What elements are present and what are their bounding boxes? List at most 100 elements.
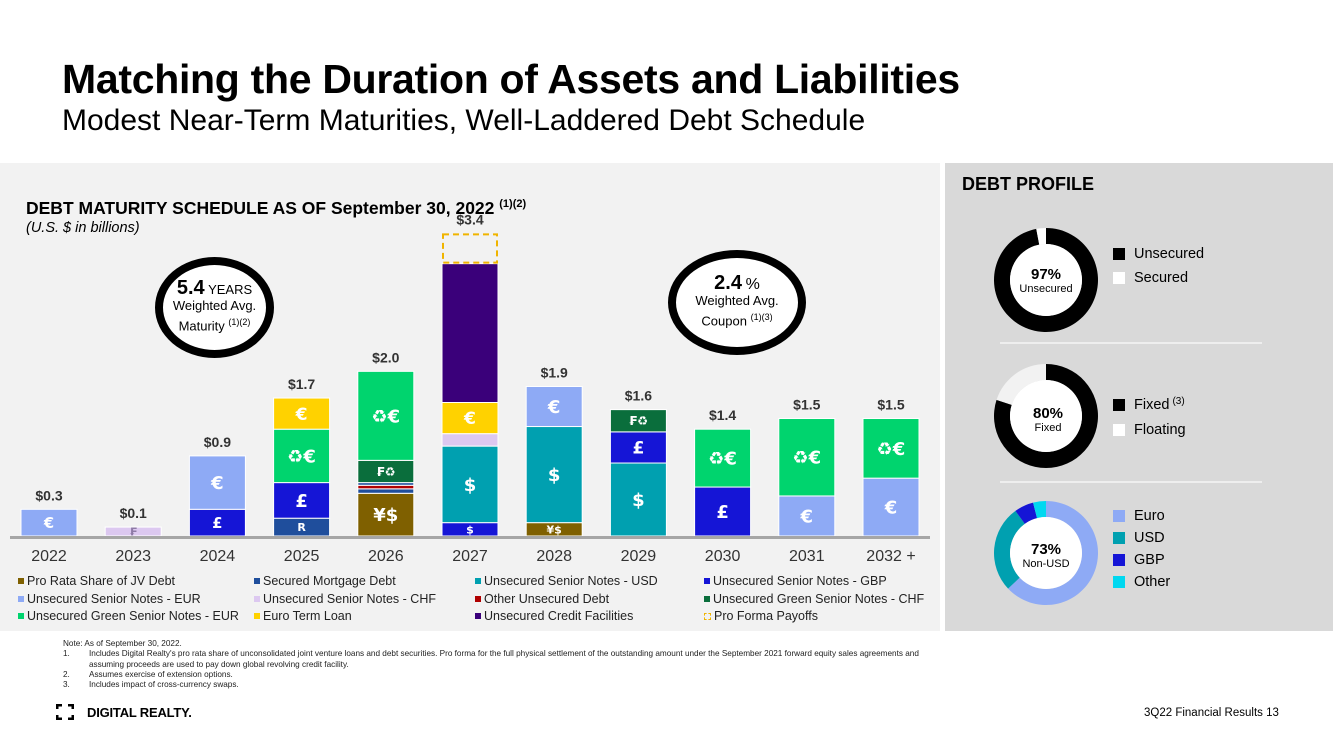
- legend-item-chf: Unsecured Senior Notes - CHF: [254, 592, 436, 606]
- footnote-1-text: Includes Digital Realty's pro rata share…: [89, 649, 919, 669]
- bar-segment-eur: [20, 508, 78, 537]
- logo-text: DIGITAL REALTY.: [87, 704, 192, 720]
- bar-total-label: $1.5: [793, 397, 820, 413]
- page-footer: 3Q22 Financial Results 13: [1144, 707, 1279, 719]
- profile-divider: [1000, 481, 1262, 483]
- bar-total-label: $0.9: [204, 434, 231, 450]
- x-tick-label: 2031: [789, 548, 825, 565]
- coupon-unit: %: [745, 276, 760, 294]
- legend-item-usd: Unsecured Senior Notes - USD: [475, 574, 658, 588]
- bar-total-label: $3.4: [456, 211, 483, 227]
- bracket-logo-icon: [56, 704, 74, 720]
- bar-total-label: $1.9: [541, 364, 568, 380]
- debt-profile-title: DEBT PROFILE: [962, 174, 1095, 194]
- coupon-badge: 2.4 % Weighted Avg. Coupon (1)(3): [668, 250, 806, 355]
- bar-segment-usd: [525, 426, 583, 524]
- debt-profile-donuts: [994, 228, 1098, 605]
- donut-pct-fixed: 80%: [1032, 405, 1064, 422]
- company-logo: DIGITAL REALTY.: [55, 703, 192, 721]
- legend-item-other: Other Unsecured Debt: [475, 592, 609, 606]
- bar-segment-chf: [441, 433, 499, 447]
- x-tick-label: 2023: [115, 548, 151, 565]
- bar-segment-symbol: €: [884, 498, 898, 519]
- legend-label: Unsecured Credit Facilities: [484, 609, 634, 623]
- x-tick-label: 2030: [705, 548, 741, 565]
- page-subtitle: Modest Near-Term Maturities, Well-Ladder…: [62, 104, 866, 137]
- x-tick-label: 2026: [368, 548, 404, 565]
- x-tick-label: 2025: [284, 548, 320, 565]
- bar-total-label: $0.3: [35, 487, 62, 503]
- x-tick-label: 2027: [452, 548, 488, 565]
- donut-slice: [994, 228, 1098, 332]
- legend-other: Other: [1113, 574, 1170, 590]
- legend-swatch: [475, 613, 481, 619]
- wam-footnote: (1)(2): [228, 317, 251, 328]
- donut-hole: [1010, 517, 1082, 589]
- bar-segment-gbp: [694, 486, 752, 537]
- footnote-3-num: 3.: [63, 680, 70, 690]
- legend-swatch: [254, 578, 260, 584]
- bar-total-label: $1.5: [877, 397, 904, 413]
- donut-slice: [1036, 228, 1046, 245]
- legend-swatch: [254, 613, 260, 619]
- footer-label: 3Q22 Financial Results: [1144, 707, 1263, 719]
- bar-segment-symbol: €: [43, 515, 54, 532]
- donut-pct-non-usd: 73%: [1030, 541, 1062, 558]
- legend-item-gbp: Unsecured Senior Notes - GBP: [704, 574, 887, 588]
- chart-units: (U.S. $ in billions): [26, 220, 140, 236]
- bar-segment-symbol: ₣♻: [629, 414, 648, 428]
- bar-segment-eur: [188, 455, 246, 510]
- bar-segment-symbol: ♻€: [371, 406, 400, 427]
- bar-segment-symbol: £: [212, 515, 222, 532]
- bar-segment-symbol: $: [632, 490, 645, 511]
- donut-hole: [1010, 244, 1082, 316]
- chart-title-text: DEBT MATURITY SCHEDULE AS OF September 3…: [26, 198, 495, 218]
- legend-swatch: [704, 595, 710, 602]
- legend-usd: USD: [1113, 530, 1165, 546]
- legend-item-green_chf: Unsecured Green Senior Notes - CHF: [704, 592, 924, 606]
- donut-slice: [1015, 502, 1038, 524]
- bar-segment-symbol: £: [632, 439, 644, 459]
- x-tick-label: 2022: [31, 548, 67, 565]
- wam-value: 5.4: [176, 277, 205, 300]
- bar-segment-gbp: [609, 431, 667, 464]
- legend-swatch: [254, 595, 260, 602]
- donut-label-non-usd: 73% Non-USD: [1011, 541, 1081, 570]
- legend-swatch: [18, 595, 24, 602]
- coupon-value: 2.4: [714, 272, 742, 295]
- legend-swatch: [704, 612, 711, 620]
- legend-item-eur: Unsecured Senior Notes - EUR: [18, 592, 201, 606]
- bar-segment-green_eur: [778, 418, 836, 497]
- legend-item-mortgage: Secured Mortgage Debt: [254, 574, 396, 588]
- bar-segment-symbol: ¥$: [547, 523, 562, 536]
- legend-item-credit: Unsecured Credit Facilities: [475, 609, 633, 623]
- legend-floating: Floating: [1113, 422, 1186, 438]
- bar-total-label: $1.6: [625, 388, 652, 404]
- swatch-usd: [1113, 532, 1125, 544]
- bar-segment-green_eur: [357, 370, 415, 461]
- legend-label: Unsecured Green Senior Notes - CHF: [713, 591, 925, 606]
- wam-unit: YEARS: [208, 282, 253, 298]
- footnote-3-text: Includes impact of cross-currency swaps.: [89, 680, 239, 690]
- bar-segment-term: [273, 397, 331, 430]
- legend-swatch: [18, 578, 24, 584]
- bar-total-label: $2.0: [372, 349, 399, 365]
- wam-line1: Weighted Avg.: [172, 298, 257, 314]
- footnote-3: 3. Includes impact of cross-currency swap…: [63, 680, 933, 690]
- legend-secured: Secured: [1113, 270, 1188, 286]
- bar-segment-symbol: €: [210, 473, 224, 494]
- bar-segment-symbol: €: [547, 397, 561, 418]
- bar-segment-symbol: $: [466, 523, 474, 536]
- legend-secured-label: Secured: [1134, 270, 1189, 286]
- legend-label: Pro Rata Share of JV Debt: [27, 574, 175, 588]
- bar-segment-usd: [609, 462, 667, 537]
- legend-swatch: [18, 613, 24, 619]
- coupon-footnote: (1)(3): [750, 312, 773, 323]
- x-tick-label: 2029: [621, 548, 657, 565]
- footnote-2-text: Assumes exercise of extension options.: [89, 669, 233, 679]
- bar-segment-symbol: ₣♻: [376, 465, 395, 479]
- x-tick-label: 2032 +: [866, 548, 915, 565]
- donut-pct-unsecured: 97%: [1030, 266, 1062, 283]
- legend-item-proforma: Pro Forma Payoffs: [704, 609, 818, 623]
- bar-segment-symbol: €: [295, 405, 308, 425]
